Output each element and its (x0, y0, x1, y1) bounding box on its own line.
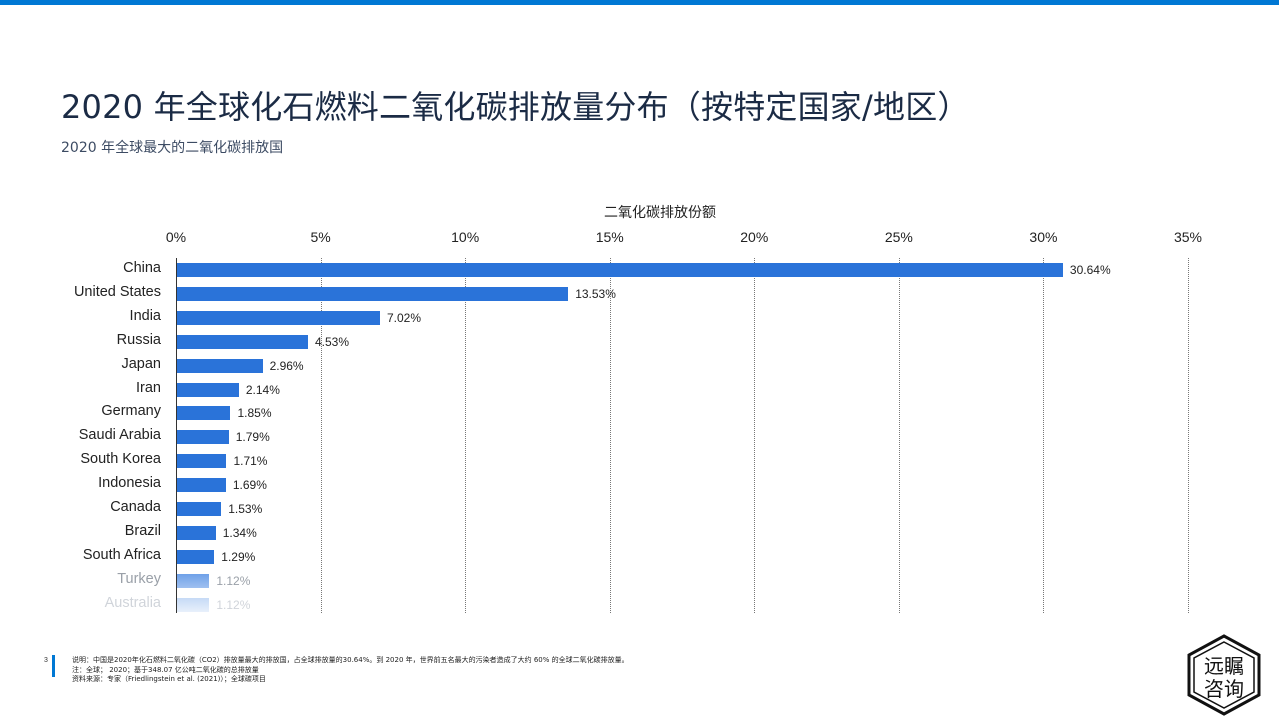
value-label: 1.29% (221, 549, 256, 564)
category-label: South Korea (80, 451, 161, 468)
footnote-source: 资料来源：专家（Friedlingstein et al. (2021)）；全球… (72, 675, 266, 683)
x-tick-label: 0% (165, 229, 187, 245)
bar (177, 454, 227, 469)
bar-row: South Africa 1.29% (0, 545, 1279, 569)
bar (177, 406, 231, 421)
value-label: 1.53% (228, 502, 263, 516)
x-tick-label: 30% (1029, 229, 1058, 245)
value-label: 1.69% (232, 478, 267, 493)
bar-row: United States 13.53% (0, 282, 1279, 306)
category-label: Australia (104, 594, 161, 611)
footnote-description: 说明：中国是2020年化石燃料二氧化碳（CO2）排放量最大的排放国，占全球排放量… (72, 656, 629, 664)
company-logo: 远瞩 咨询 (1186, 634, 1262, 716)
footnotes: 说明：中国是2020年化石燃料二氧化碳（CO2）排放量最大的排放国，占全球排放量… (72, 656, 629, 685)
value-label: 1.79% (235, 430, 270, 445)
y-axis-line (176, 258, 177, 613)
x-axis-title: 二氧化碳排放份额 (604, 205, 716, 221)
category-label: Turkey (117, 570, 161, 587)
bar (177, 334, 308, 349)
bar-row: Russia 4.53% (0, 330, 1279, 354)
gridline (754, 258, 756, 613)
bar (177, 525, 216, 540)
category-label: India (129, 307, 161, 324)
x-tick-label: 20% (740, 229, 769, 245)
category-label: Russia (116, 331, 161, 348)
bar-row: Iran 2.14% (0, 378, 1279, 402)
category-label: United States (73, 283, 161, 300)
value-label: 1.71% (233, 454, 268, 469)
bar (177, 358, 263, 373)
category-label: Iran (136, 379, 161, 396)
category-label: Saudi Arabia (78, 427, 161, 444)
x-tick-label: 5% (310, 229, 331, 245)
gridline (1043, 258, 1045, 613)
category-label: Canada (110, 499, 161, 515)
value-label: 1.12% (216, 597, 251, 612)
bar-row: Brazil 1.34% (0, 521, 1279, 545)
bar-row: Canada 1.53% (0, 497, 1279, 521)
x-tick-label: 10% (451, 229, 480, 245)
bar-row: Germany 1.85% (0, 401, 1279, 425)
bar (177, 502, 222, 516)
bar (177, 382, 239, 397)
bar (177, 549, 215, 564)
page-title: 2020 年全球化石燃料二氧化碳排放量分布（按特定国家/地区） (61, 88, 970, 126)
x-tick-label: 25% (884, 229, 913, 245)
bar-row: Australia 1.12% (0, 593, 1279, 617)
value-label: 1.85% (237, 406, 272, 421)
bar-row: China 30.64% (0, 258, 1279, 282)
category-label: South Africa (82, 546, 161, 563)
value-label: 2.96% (269, 358, 304, 373)
value-label: 7.02% (386, 310, 421, 325)
top-accent-bar (0, 0, 1279, 5)
bar-row: South Korea 1.71% (0, 449, 1279, 473)
value-label: 2.14% (245, 382, 280, 397)
gridline (898, 258, 900, 613)
value-label: 13.53% (575, 286, 616, 301)
gridline (1188, 258, 1189, 613)
bar (177, 430, 229, 445)
category-label: Brazil (124, 522, 161, 539)
gridline (320, 258, 322, 613)
bar (177, 573, 210, 588)
value-label: 1.34% (222, 525, 257, 540)
category-label: Japan (121, 355, 161, 372)
notes-marker (52, 655, 55, 677)
bar (177, 478, 226, 493)
gridline (465, 258, 467, 613)
svg-text:远瞩: 远瞩 (1204, 654, 1244, 678)
bar-row: India 7.02% (0, 306, 1279, 330)
bar (177, 263, 1063, 277)
category-label: Indonesia (98, 475, 161, 492)
value-label: 4.53% (314, 334, 349, 349)
hexagon-logo-icon: 远瞩 咨询 (1187, 634, 1261, 716)
svg-text:咨询: 咨询 (1204, 677, 1244, 701)
page-number: 3 (44, 657, 48, 664)
value-label: 30.64% (1069, 263, 1111, 277)
bar-row: Indonesia 1.69% (0, 473, 1279, 497)
category-label: China (123, 260, 161, 276)
gridline (609, 258, 611, 613)
bar-row: Turkey 1.12% (0, 569, 1279, 593)
category-label: Germany (101, 403, 161, 420)
bar (177, 286, 569, 301)
x-tick-label: 35% (1173, 229, 1203, 245)
bar-row: Saudi Arabia 1.79% (0, 425, 1279, 449)
bar (177, 597, 210, 612)
footnote-note: 注：全球； 2020；基于348.07 亿公吨二氧化碳的总排放量 (72, 665, 259, 674)
value-label: 1.12% (216, 573, 251, 588)
bar (177, 310, 380, 325)
page-subtitle: 2020 年全球最大的二氧化碳排放国 (61, 140, 284, 156)
bar-row: Japan 2.96% (0, 354, 1279, 378)
x-tick-label: 15% (595, 229, 624, 245)
